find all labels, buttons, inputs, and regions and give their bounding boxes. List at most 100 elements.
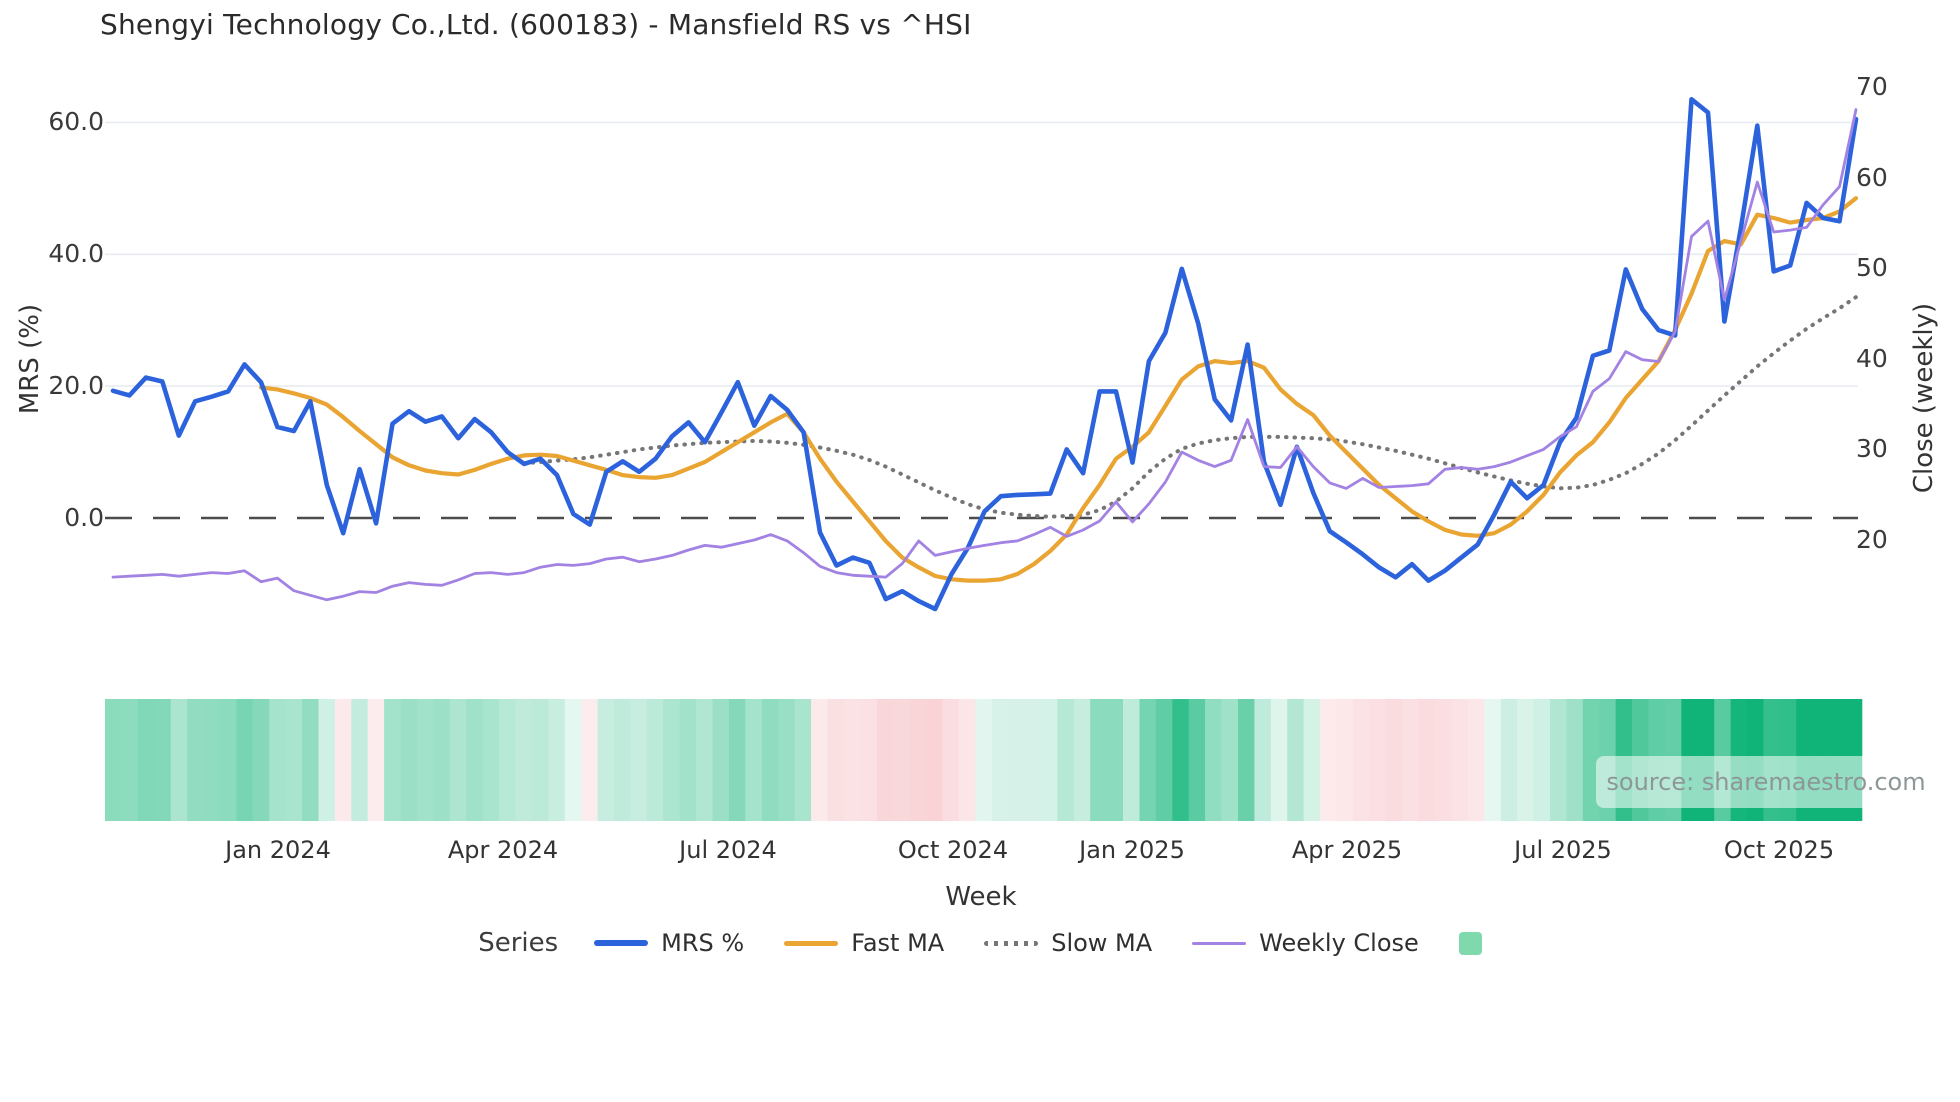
heatmap-cell [942, 699, 960, 821]
heatmap-cell [1040, 699, 1058, 821]
heatmap-cell [860, 699, 878, 821]
heatmap-cell [236, 699, 254, 821]
heatmap-cell [334, 699, 352, 821]
legend-items: MRS % Fast MA Slow MA Weekly Close [594, 929, 1482, 957]
heatmap-cell [203, 699, 221, 821]
heatmap-cell [1418, 699, 1436, 821]
heatmap-cell [302, 699, 319, 821]
heatmap-cell [729, 699, 746, 821]
heatmap-cell [318, 699, 336, 821]
legend-title: Series [478, 928, 559, 958]
heatmap-cell [384, 699, 401, 821]
x-axis-tick: Apr 2024 [447, 836, 559, 864]
heatmap-cell [745, 699, 763, 821]
y-axis-right-tick: 50 [1856, 253, 1888, 283]
heatmap-cell [564, 699, 582, 821]
heatmap-cell [926, 699, 943, 821]
legend-label: Weekly Close [1259, 929, 1419, 957]
heatmap-cell [417, 699, 434, 821]
heatmap-cell [1352, 699, 1370, 821]
legend-label: Slow MA [1051, 929, 1153, 957]
legend-swatch-weekly-close-icon [1192, 941, 1247, 945]
heatmap-cell [154, 699, 172, 821]
legend-item: MRS % [594, 929, 744, 957]
legend-item: Slow MA [984, 929, 1152, 957]
y-axis-right-tick: 30 [1856, 434, 1888, 464]
x-axis-title: Week [945, 882, 1017, 912]
heatmap-cell [252, 699, 270, 821]
heatmap-cell [630, 699, 648, 821]
y-axis-right-tick: 60 [1856, 162, 1888, 192]
heatmap-cell [1484, 699, 1502, 821]
heatmap-cell [1057, 699, 1075, 821]
source-text: source: sharemaestro.com [1606, 768, 1926, 796]
y-axis-left-tick: 0.0 [64, 503, 104, 532]
legend: Series MRS % Fast MA Slow MA Weekly Close [0, 928, 1960, 958]
heatmap-cell [991, 699, 1009, 821]
legend-label: MRS % [661, 929, 745, 957]
heatmap-cell [761, 699, 779, 821]
heatmap-cell [1566, 699, 1584, 821]
heatmap-cell [1467, 699, 1485, 821]
chart-title: Shengyi Technology Co.,Ltd. (600183) - M… [100, 8, 972, 41]
heatmap-cell [893, 699, 910, 821]
series-line-mrs- [110, 97, 1859, 612]
legend-item: Weekly Close [1192, 929, 1419, 957]
heatmap-cell [778, 699, 795, 821]
heatmap-cell [1139, 699, 1157, 821]
heatmap-cell [1287, 699, 1304, 821]
heatmap-cell [1270, 699, 1288, 821]
heatmap-cell [187, 699, 204, 821]
y-axis-left-tick: 20.0 [48, 371, 104, 401]
heatmap-cell [1123, 699, 1140, 821]
heatmap-cell [679, 699, 697, 821]
heatmap-cell [400, 699, 418, 821]
y-axis-left-title: MRS (%) [15, 303, 45, 415]
heatmap-cell [975, 699, 993, 821]
y-axis-left-tick: 60.0 [48, 107, 104, 137]
heatmap-cell [1435, 699, 1452, 821]
heatmap-cell [811, 699, 828, 821]
heatmap-cell [105, 699, 122, 821]
y-axis-right-title: Close (weekly) [1909, 302, 1939, 494]
heatmap-cell [958, 699, 976, 821]
heatmap-cell [614, 699, 631, 821]
heatmap-cell [1205, 699, 1222, 821]
legend-item: Fast MA [784, 929, 944, 957]
heatmap-cell [433, 699, 451, 821]
heatmap-cell [285, 699, 303, 821]
x-axis-tick: Jan 2024 [225, 836, 331, 864]
heatmap-cell [1090, 699, 1107, 821]
heatmap-cell [1517, 699, 1534, 821]
heatmap-cell [1369, 699, 1387, 821]
legend-swatch-mrs--icon [594, 940, 649, 946]
heatmap-cell [581, 699, 598, 821]
legend-item [1458, 931, 1482, 955]
x-axis-tick: Oct 2025 [1723, 836, 1835, 864]
x-axis-tick: Jan 2025 [1079, 836, 1185, 864]
heatmap-cell [646, 699, 664, 821]
legend-swatch-heatmap-icon [1458, 931, 1482, 955]
heatmap-cell [1238, 699, 1255, 821]
y-axis-right-tick: 70 [1856, 72, 1888, 101]
heatmap-cell [1188, 699, 1206, 821]
heatmap-cell [1336, 699, 1354, 821]
heatmap-cell [827, 699, 845, 821]
heatmap-cell [1320, 699, 1337, 821]
heatmap-cell [1582, 699, 1600, 821]
heatmap-cell [499, 699, 516, 821]
heatmap-cell [515, 699, 533, 821]
heatmap-cell [367, 699, 385, 821]
heatmap-cell [909, 699, 927, 821]
heatmap-cell [548, 699, 566, 821]
heatmap-cell [449, 699, 467, 821]
heatmap-cell [482, 699, 500, 821]
heatmap-cell [876, 699, 894, 821]
heatmap-cell [696, 699, 713, 821]
heatmap-cell [843, 699, 861, 821]
source-attribution: source: sharemaestro.com [1596, 756, 1936, 808]
heatmap-cell [1221, 699, 1239, 821]
heatmap-cell [1303, 699, 1321, 821]
x-axis-tick: Oct 2024 [897, 836, 1009, 864]
